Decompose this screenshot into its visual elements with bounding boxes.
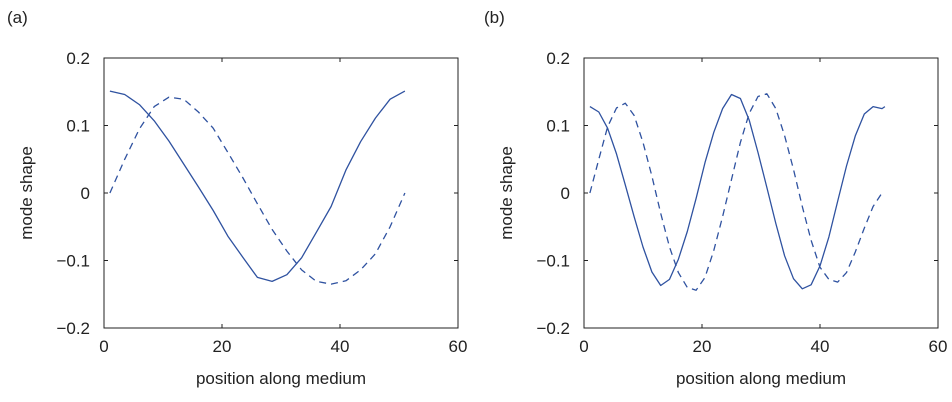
y-tick-label: −0.2 [536, 319, 570, 338]
series-solid-line [589, 93, 886, 290]
x-tick-label: 60 [929, 337, 948, 356]
series-solid-line [109, 90, 406, 283]
y-tick-label: −0.1 [56, 252, 90, 271]
panel-b-label: (b) [484, 8, 505, 27]
x-axis-label: position along medium [196, 369, 366, 388]
chart-a: 0 20 40 60 0.2 0.1 0 −0.1 −0.2 position along med… [17, 49, 467, 388]
y-tick-label: 0.1 [66, 117, 90, 136]
y-tick-label: 0.2 [546, 49, 570, 68]
chart-b: 0 20 40 60 0.2 0.1 0 −0.1 −0.2 position along med… [497, 49, 947, 388]
x-axis-label: position along medium [676, 369, 846, 388]
y-tick-label: 0 [561, 184, 570, 203]
y-axis-label: mode shape [17, 146, 36, 240]
x-tick-label: 60 [449, 337, 468, 356]
x-tick-label: 40 [811, 337, 830, 356]
x-tick-label: 0 [579, 337, 588, 356]
y-tick-label: 0.2 [66, 49, 90, 68]
y-tick-label: 0 [81, 184, 90, 203]
plot-frame-b [583, 57, 939, 329]
series-dashed-line [109, 96, 406, 285]
x-tick-label: 20 [693, 337, 712, 356]
panel-a-label: (a) [7, 8, 28, 27]
y-tick-label: 0.1 [546, 117, 570, 136]
x-tick-label: 0 [99, 337, 108, 356]
y-tick-label: −0.1 [536, 252, 570, 271]
y-axis-label: mode shape [497, 146, 516, 240]
series-dashed-line [589, 93, 885, 291]
y-tick-label: −0.2 [56, 319, 90, 338]
x-tick-label: 40 [331, 337, 350, 356]
x-tick-label: 20 [213, 337, 232, 356]
